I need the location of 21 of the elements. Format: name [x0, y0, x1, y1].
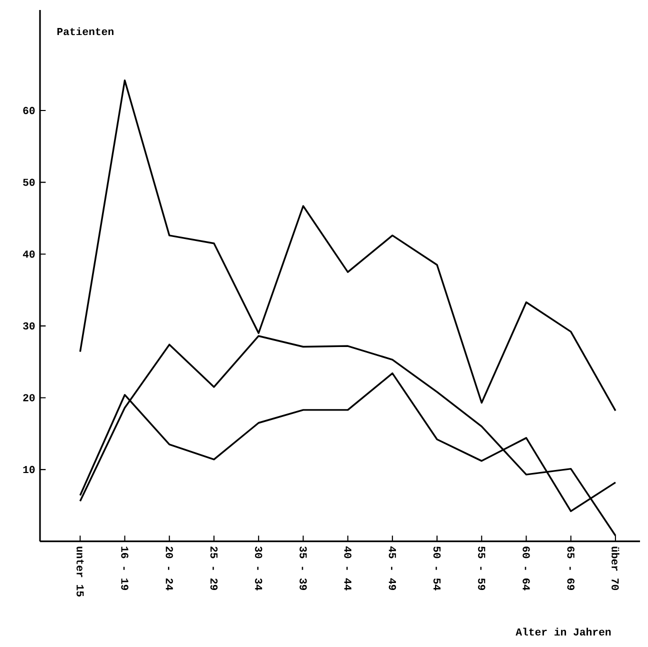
x-tick-label: über 70 [612, 546, 620, 590]
y-axis-title: Patienten [57, 27, 114, 36]
y-tick-label: 50 [23, 178, 35, 186]
x-tick-label: 45 - 49 [388, 546, 396, 590]
x-tick-label: 35 - 39 [300, 546, 307, 590]
y-tick-label: 20 [23, 394, 35, 402]
y-tick-label: 60 [23, 106, 35, 114]
x-tick-label: 50 - 54 [433, 546, 441, 590]
x-tick-label: 30 - 34 [254, 546, 262, 590]
x-tick-label: 16 - 19 [121, 546, 128, 590]
y-tick-label: 30 [23, 322, 35, 330]
x-axis-title: Alter in Jahren [516, 628, 611, 636]
y-tick-label: 10 [23, 466, 35, 474]
y-tick-label: 40 [22, 250, 35, 258]
x-tick-label: 25 - 29 [210, 546, 218, 590]
x-tick-label: 55 - 59 [478, 546, 486, 590]
x-tick-label: 65 - 69 [567, 546, 574, 590]
x-tick-label: unter 15 [76, 546, 84, 596]
x-tick-label: 40 - 44 [344, 546, 352, 590]
x-tick-label: 20 - 24 [166, 546, 173, 590]
x-tick-label: 60 - 64 [522, 546, 530, 590]
